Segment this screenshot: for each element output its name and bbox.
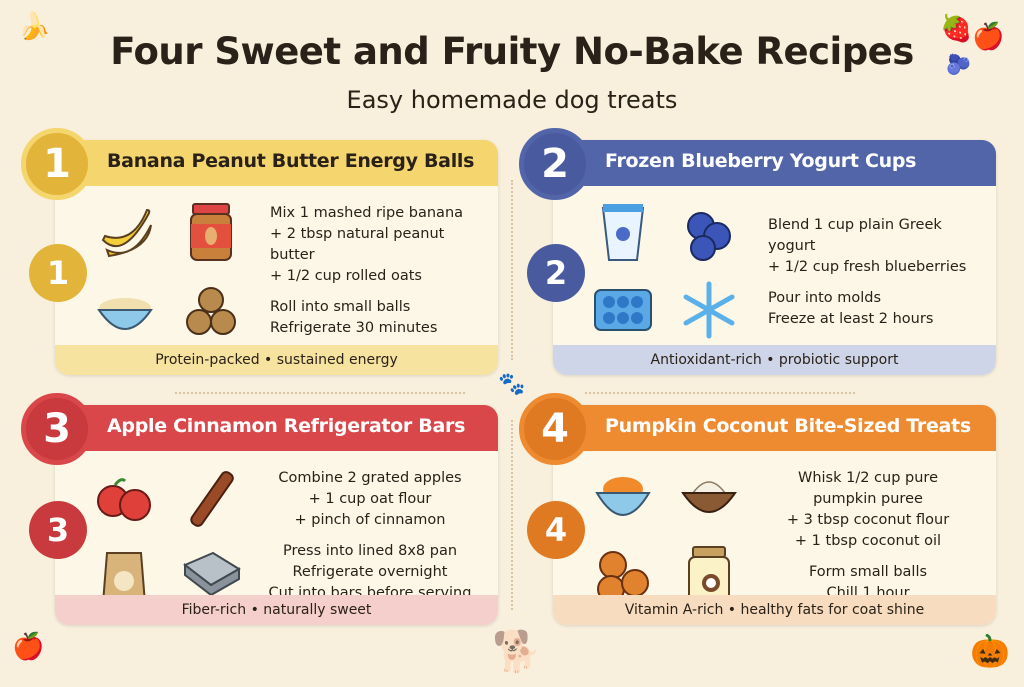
snowflake-icon — [683, 281, 735, 339]
step-line: + 1 cup oat flour — [308, 491, 432, 507]
recipe-card-1: 1 Banana Peanut Butter Energy Balls 1 Mi… — [21, 128, 498, 375]
ingredient-icons — [93, 200, 263, 350]
step-line: + 2 tbsp natural peanut butter — [270, 226, 445, 263]
ingredient-icons — [591, 200, 761, 350]
divider — [511, 420, 513, 610]
pumpkin-icon: 🎃 — [970, 632, 1010, 670]
coconut-flour-bowl-icon — [681, 481, 737, 513]
step-line: Pour into molds — [768, 290, 882, 306]
recipe-card-3: 3 Apple Cinnamon Refrigerator Bars 3 Com… — [21, 393, 498, 625]
step-line: + 1/2 cup rolled oats — [270, 268, 422, 284]
step-line: + 1/2 cup fresh blueberries — [768, 259, 967, 275]
step-line: Mix 1 mashed ripe banana — [270, 205, 464, 221]
recipe-steps: Combine 2 grated apples + 1 cup oat flour… — [260, 468, 480, 614]
recipe-benefits: Vitamin A-rich • healthy fats for coat s… — [553, 595, 996, 625]
recipe-number-badge: 4 — [519, 393, 591, 465]
cinnamon-stick-icon — [190, 471, 234, 527]
page-title: Four Sweet and Fruity No-Bake Recipes — [110, 30, 914, 73]
recipe-number-marker: 1 — [29, 243, 87, 302]
step-line: + 3 tbsp coconut flour — [786, 512, 950, 528]
yogurt-cup-icon — [601, 204, 645, 261]
recipe-benefits: Antioxidant-rich • probiotic support — [553, 345, 996, 375]
recipe-title: Banana Peanut Butter Energy Balls — [107, 150, 475, 172]
coconut-oil-jar-icon — [688, 546, 730, 606]
step-group: Mix 1 mashed ripe banana + 2 tbsp natural… — [270, 203, 490, 287]
banana-icon — [101, 208, 152, 258]
ingredient-icons — [591, 465, 761, 615]
step-line: Refrigerate 30 minutes — [270, 320, 438, 336]
recipe-header — [55, 140, 498, 186]
divider — [585, 392, 855, 394]
step-group: Combine 2 grated apples + 1 cup oat flour… — [260, 468, 480, 531]
recipe-card-4: 4 Pumpkin Coconut Bite-Sized Treats 4 Wh… — [519, 393, 996, 625]
recipe-title: Pumpkin Coconut Bite-Sized Treats — [605, 415, 971, 437]
recipe-steps: Whisk 1/2 cup pure pumpkin puree + 3 tbsp … — [758, 468, 978, 614]
recipe-steps: Mix 1 mashed ripe banana + 2 tbsp natural… — [270, 203, 490, 349]
step-line: + 1 tbsp coconut oil — [794, 533, 942, 549]
recipe-header — [553, 405, 996, 451]
page-subtitle: Easy homemade dog treats — [346, 86, 678, 114]
recipe-title: Frozen Blueberry Yogurt Cups — [605, 150, 917, 172]
recipe-number-marker: 2 — [527, 243, 585, 302]
oat-flour-bag-icon — [101, 552, 147, 604]
recipe-number-badge: 3 — [21, 393, 93, 465]
recipe-card-2: 2 Frozen Blueberry Yogurt Cups 2 Blend 1… — [519, 128, 996, 375]
ice-cube-tray-icon — [594, 289, 652, 331]
recipe-number-marker: 4 — [527, 501, 585, 559]
step-line: Combine 2 grated apples — [278, 470, 462, 486]
recipe-benefits: Fiber-rich • naturally sweet — [55, 595, 498, 625]
step-line: Blend 1 cup plain Greek yogurt — [768, 217, 942, 254]
step-line: Press into lined 8x8 pan — [282, 543, 458, 559]
step-group: Blend 1 cup plain Greek yogurt + 1/2 cup … — [768, 215, 988, 278]
step-line: Freeze at least 2 hours — [768, 311, 934, 327]
divider — [511, 180, 513, 360]
step-line: Whisk 1/2 cup pure — [798, 470, 938, 486]
recipe-title: Apple Cinnamon Refrigerator Bars — [107, 415, 466, 437]
step-group: Whisk 1/2 cup pure pumpkin puree + 3 tbsp … — [758, 468, 978, 552]
paw-print-icon: 🐾 — [498, 372, 526, 397]
oats-bowl-icon — [97, 298, 153, 330]
step-group: Roll into small balls Refrigerate 30 minu… — [270, 297, 490, 339]
divider — [175, 392, 465, 394]
step-group: Pour into molds Freeze at least 2 hours — [768, 288, 988, 330]
baking-pan-icon — [183, 551, 241, 597]
step-line: + pinch of cinnamon — [294, 512, 446, 528]
recipe-header — [553, 140, 996, 186]
recipe-number-marker: 3 — [29, 501, 87, 559]
pumpkin-puree-bowl-icon — [595, 477, 651, 516]
ingredient-icons — [93, 465, 263, 615]
blueberry-icon: 🫐 — [946, 52, 971, 76]
energy-balls-icon — [186, 287, 236, 335]
recipe-number-badge: 2 — [519, 128, 591, 200]
dog-silhouette-icon: 🐕 — [492, 629, 542, 675]
recipe-number-badge: 1 — [21, 128, 93, 200]
banana-icon: 🍌 — [18, 12, 51, 42]
apple-icon: 🍎 — [972, 22, 1005, 52]
recipe-benefits: Protein-packed • sustained energy — [55, 345, 498, 375]
strawberry-icon: 🍓 — [940, 14, 973, 44]
apples-icon — [97, 478, 151, 521]
apple-icon: 🍎 — [12, 632, 45, 662]
step-line: Roll into small balls — [270, 299, 411, 315]
step-line: Form small balls — [808, 564, 928, 580]
step-line: pumpkin puree — [813, 491, 923, 507]
step-line: Refrigerate overnight — [292, 564, 448, 580]
blueberries-icon — [687, 212, 731, 261]
peanut-butter-jar-icon — [190, 203, 232, 261]
recipe-header — [55, 405, 498, 451]
recipe-steps: Blend 1 cup plain Greek yogurt + 1/2 cup … — [768, 215, 988, 340]
